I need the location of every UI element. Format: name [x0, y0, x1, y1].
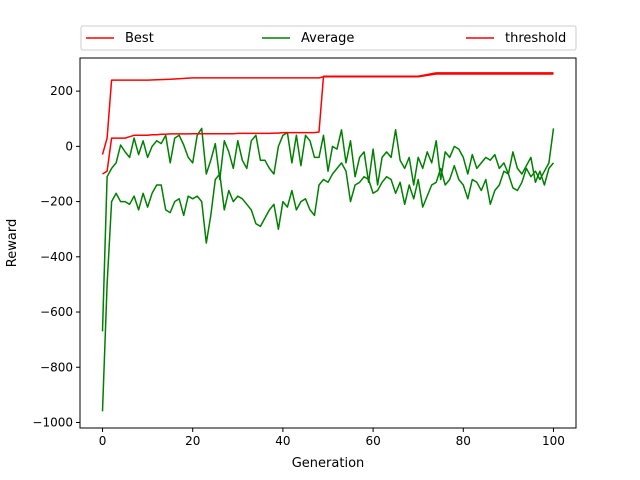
series-line-0	[101, 73, 554, 155]
plot-lines	[101, 72, 555, 412]
y-tick-label: 0	[65, 139, 73, 153]
x-tick-label: 80	[456, 434, 471, 448]
plot-frame	[79, 57, 577, 429]
x-tick-label: 60	[365, 434, 380, 448]
legend-label: Best	[125, 31, 154, 46]
x-tick-label: 100	[542, 434, 565, 448]
y-tick-label: −200	[40, 195, 73, 209]
x-axis-label: Generation	[292, 456, 365, 471]
y-tick-label: 200	[50, 84, 73, 98]
series-line-2	[102, 72, 554, 175]
x-tick-label: 20	[185, 434, 200, 448]
y-axis-label: Reward	[5, 219, 20, 267]
y-tick-label: −1000	[32, 415, 73, 429]
legend: Best Average threshold	[80, 25, 577, 51]
x-axis-ticks: 0 20 40 60 80 100	[99, 428, 565, 448]
y-tick-label: −800	[40, 360, 73, 374]
legend-box	[80, 25, 577, 51]
x-tick-label: 40	[275, 434, 290, 448]
legend-label: threshold	[505, 31, 566, 46]
legend-label: Average	[301, 31, 354, 46]
x-tick-label: 0	[99, 434, 107, 448]
series-line-3	[101, 128, 555, 412]
y-tick-label: −400	[40, 250, 73, 264]
y-tick-label: −600	[40, 305, 73, 319]
series-line-1	[101, 127, 555, 332]
y-axis-ticks: −1000 −800 −600 −400 −200 0 200	[32, 84, 80, 429]
